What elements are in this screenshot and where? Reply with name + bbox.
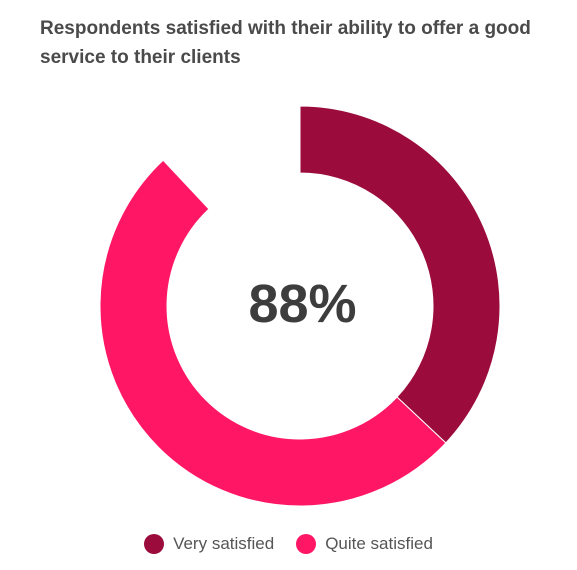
slice-very-satisfied	[299, 105, 501, 444]
chart-title: Respondents satisfied with their ability…	[40, 18, 531, 68]
legend-label-very-satisfied: Very satisfied	[173, 534, 275, 553]
legend-item-quite-satisfied: Quite satisfied	[296, 534, 433, 554]
chart-legend: Very satisfied Quite satisfied	[0, 534, 577, 554]
legend-item-very-satisfied: Very satisfied	[144, 534, 274, 554]
legend-swatch-very-satisfied	[144, 534, 165, 554]
legend-label-quite-satisfied: Quite satisfied	[325, 534, 433, 553]
donut-slices	[99, 105, 501, 507]
slice-quite-satisfied	[99, 159, 447, 507]
legend-swatch-quite-satisfied	[296, 534, 317, 554]
center-total-label: 88%	[248, 274, 357, 334]
